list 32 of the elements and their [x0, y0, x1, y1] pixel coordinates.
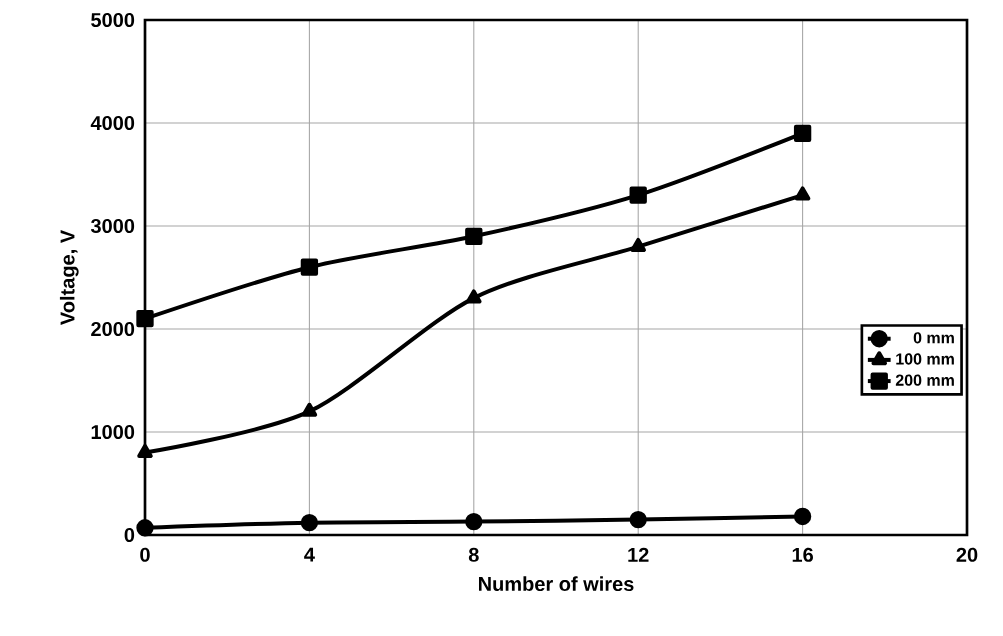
point [629, 186, 647, 204]
y-tick-label: 5000 [91, 12, 135, 28]
point [630, 237, 646, 252]
point [465, 512, 483, 531]
x-tick-label: 0 [140, 547, 150, 562]
x-tick-label: 4 [304, 547, 315, 562]
y-tick-label: 3000 [90, 218, 135, 234]
point [793, 507, 812, 526]
y-tick-label: 4000 [90, 115, 135, 131]
y-axis-title: Voltage, V [59, 230, 79, 325]
point [466, 289, 482, 304]
point [301, 402, 318, 417]
point [794, 186, 811, 201]
point [793, 124, 812, 142]
point [300, 513, 319, 532]
x-tick-label: 20 [956, 547, 978, 562]
y-tick-label: 2000 [91, 321, 135, 337]
point [136, 519, 154, 537]
x-tick-label: 12 [628, 547, 649, 562]
y-tick-label: 1000 [91, 424, 135, 440]
x-axis-title: Number of wires [478, 576, 634, 592]
point [629, 510, 647, 529]
point [136, 310, 154, 328]
point [300, 258, 319, 276]
point [465, 227, 483, 245]
x-tick-label: 8 [468, 547, 479, 562]
point [137, 443, 153, 458]
legend-label: 200 mm [895, 374, 954, 386]
y-tick-label: 0 [124, 527, 135, 543]
legend-label: 100 mm [896, 353, 954, 365]
legend-label: 0 mm [913, 332, 954, 344]
x-tick-label: 16 [792, 547, 813, 562]
